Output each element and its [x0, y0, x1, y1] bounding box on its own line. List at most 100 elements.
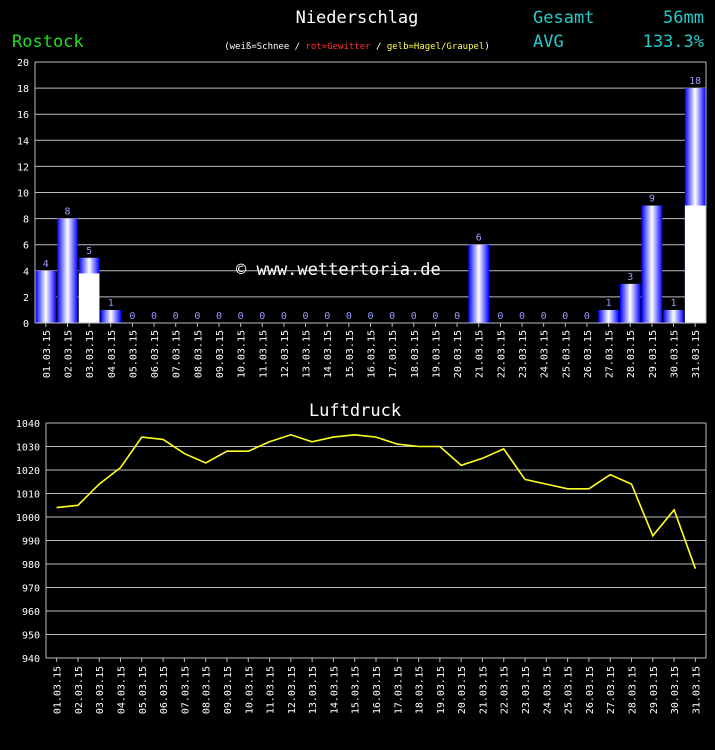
bar-value-label: 9 — [649, 194, 655, 205]
bar-value-label: 3 — [627, 272, 633, 283]
line-y-tick-label: 960 — [22, 607, 40, 618]
bar-x-tick-label: 15.03.15 — [345, 330, 356, 378]
line-x-tick-label: 26.03.15 — [585, 666, 596, 714]
line-x-tick-label: 03.03.15 — [95, 666, 106, 714]
bar-x-tick-label: 14.03.15 — [323, 330, 334, 378]
precip-bar — [641, 205, 663, 323]
bar-x-tick-label: 02.03.15 — [63, 330, 74, 378]
station-name: Rostock — [12, 32, 84, 52]
line-y-tick-label: 980 — [22, 560, 40, 571]
bar-x-tick-label: 20.03.15 — [453, 330, 464, 378]
bar-value-label: 1 — [671, 298, 677, 309]
line-y-tick-label: 1040 — [16, 419, 40, 430]
bar-x-tick-label: 08.03.15 — [193, 330, 204, 378]
bar-value-label: 0 — [454, 311, 460, 322]
bar-value-label: 18 — [689, 76, 701, 87]
precip-bar — [598, 309, 619, 323]
bar-value-label: 5 — [86, 246, 92, 257]
bar-x-tick-label: 25.03.15 — [561, 330, 572, 378]
bar-value-label: 0 — [281, 311, 287, 322]
bar-y-tick-label: 6 — [23, 241, 29, 252]
line-x-tick-label: 12.03.15 — [287, 666, 298, 714]
precipitation-bar-chart: 02468101214161820401.03.15802.03.15503.0… — [17, 58, 707, 378]
bar-value-label: 0 — [389, 311, 395, 322]
total-value: 56mm — [663, 8, 704, 28]
snow-bar — [78, 273, 100, 323]
line-x-tick-label: 17.03.15 — [393, 666, 404, 714]
bar-y-tick-label: 12 — [17, 162, 29, 173]
bar-x-tick-label: 05.03.15 — [128, 330, 139, 378]
bar-value-label: 0 — [324, 311, 330, 322]
bar-x-tick-label: 23.03.15 — [518, 330, 529, 378]
precip-bar — [619, 283, 641, 323]
bar-value-label: 0 — [238, 311, 244, 322]
bar-x-tick-label: 28.03.15 — [626, 330, 637, 378]
line-x-tick-label: 01.03.15 — [53, 666, 64, 714]
bar-value-label: 0 — [151, 311, 157, 322]
avg-value: 133.3% — [643, 32, 704, 52]
bar-x-tick-label: 31.03.15 — [691, 330, 702, 378]
watermark: © www.wettertoria.de — [236, 260, 441, 280]
line-x-tick-label: 04.03.15 — [117, 666, 128, 714]
line-x-tick-label: 08.03.15 — [202, 666, 213, 714]
line-x-tick-label: 07.03.15 — [180, 666, 191, 714]
bar-value-label: 0 — [584, 311, 590, 322]
line-x-tick-label: 21.03.15 — [478, 666, 489, 714]
line-x-tick-label: 25.03.15 — [564, 666, 575, 714]
pressure-line-chart: 940 950 960 970 980 990 1000 1010 1020 1030 1040 01… — [16, 419, 707, 714]
bar-x-tick-label: 22.03.15 — [496, 330, 507, 378]
precip-bar — [35, 270, 57, 323]
bar-x-tick-label: 18.03.15 — [410, 330, 421, 378]
bar-x-tick-label: 12.03.15 — [280, 330, 291, 378]
bar-x-tick-label: 30.03.15 — [670, 330, 681, 378]
bar-x-tick-label: 03.03.15 — [85, 330, 96, 378]
line-y-tick-label: 970 — [22, 584, 40, 595]
line-x-tick-label: 20.03.15 — [457, 666, 468, 714]
line-x-tick-label: 06.03.15 — [159, 666, 170, 714]
precip-bar — [663, 309, 684, 323]
line-x-tick-label: 15.03.15 — [351, 666, 362, 714]
bar-x-tick-label: 04.03.15 — [107, 330, 118, 378]
bar-y-tick-label: 8 — [23, 215, 29, 226]
line-x-tick-label: 28.03.15 — [627, 666, 638, 714]
bar-value-label: 0 — [194, 311, 200, 322]
bar-x-tick-label: 29.03.15 — [648, 330, 659, 378]
legend-sep-1: / — [289, 42, 305, 52]
bar-x-tick-label: 19.03.15 — [431, 330, 442, 378]
line-x-tick-label: 22.03.15 — [500, 666, 511, 714]
bar-value-label: 0 — [541, 311, 547, 322]
snow-bar — [684, 205, 706, 323]
bar-x-tick-label: 21.03.15 — [475, 330, 486, 378]
bar-y-tick-label: 20 — [17, 58, 29, 69]
bar-x-tick-label: 16.03.15 — [367, 330, 378, 378]
bar-value-label: 0 — [259, 311, 265, 322]
color-legend: (weiß=Schnee / rot=Gewitter / gelb=Hagel… — [224, 42, 490, 52]
bar-x-tick-label: 13.03.15 — [302, 330, 313, 378]
precip-bar — [100, 309, 122, 323]
pressure-series-line — [56, 433, 697, 569]
bar-x-tick-label: 01.03.15 — [42, 330, 53, 378]
bar-y-tick-label: 2 — [23, 293, 29, 304]
bar-value-label: 0 — [497, 311, 503, 322]
line-y-tick-label: 1030 — [16, 443, 40, 454]
bar-y-tick-label: 16 — [17, 110, 29, 121]
avg-label: AVG — [533, 32, 564, 52]
bar-value-label: 6 — [476, 233, 482, 244]
bar-value-label: 0 — [303, 311, 309, 322]
bar-value-label: 0 — [173, 311, 179, 322]
line-x-tick-label: 19.03.15 — [436, 666, 447, 714]
bar-x-tick-label: 09.03.15 — [215, 330, 226, 378]
line-y-tick-label: 950 — [22, 631, 40, 642]
bar-value-label: 0 — [129, 311, 135, 322]
bar-value-label: 0 — [411, 311, 417, 322]
precip-bar — [57, 218, 78, 323]
bar-x-tick-label: 26.03.15 — [583, 330, 594, 378]
legend-hail: gelb=Hagel/Graupel — [387, 42, 485, 52]
line-x-tick-label: 14.03.15 — [329, 666, 340, 714]
line-x-tick-label: 23.03.15 — [521, 666, 532, 714]
line-x-tick-label: 16.03.15 — [372, 666, 383, 714]
bar-y-tick-label: 10 — [17, 189, 29, 200]
bar-x-tick-label: 24.03.15 — [540, 330, 551, 378]
bar-y-tick-label: 14 — [17, 136, 29, 147]
legend-open: ( — [224, 42, 229, 52]
